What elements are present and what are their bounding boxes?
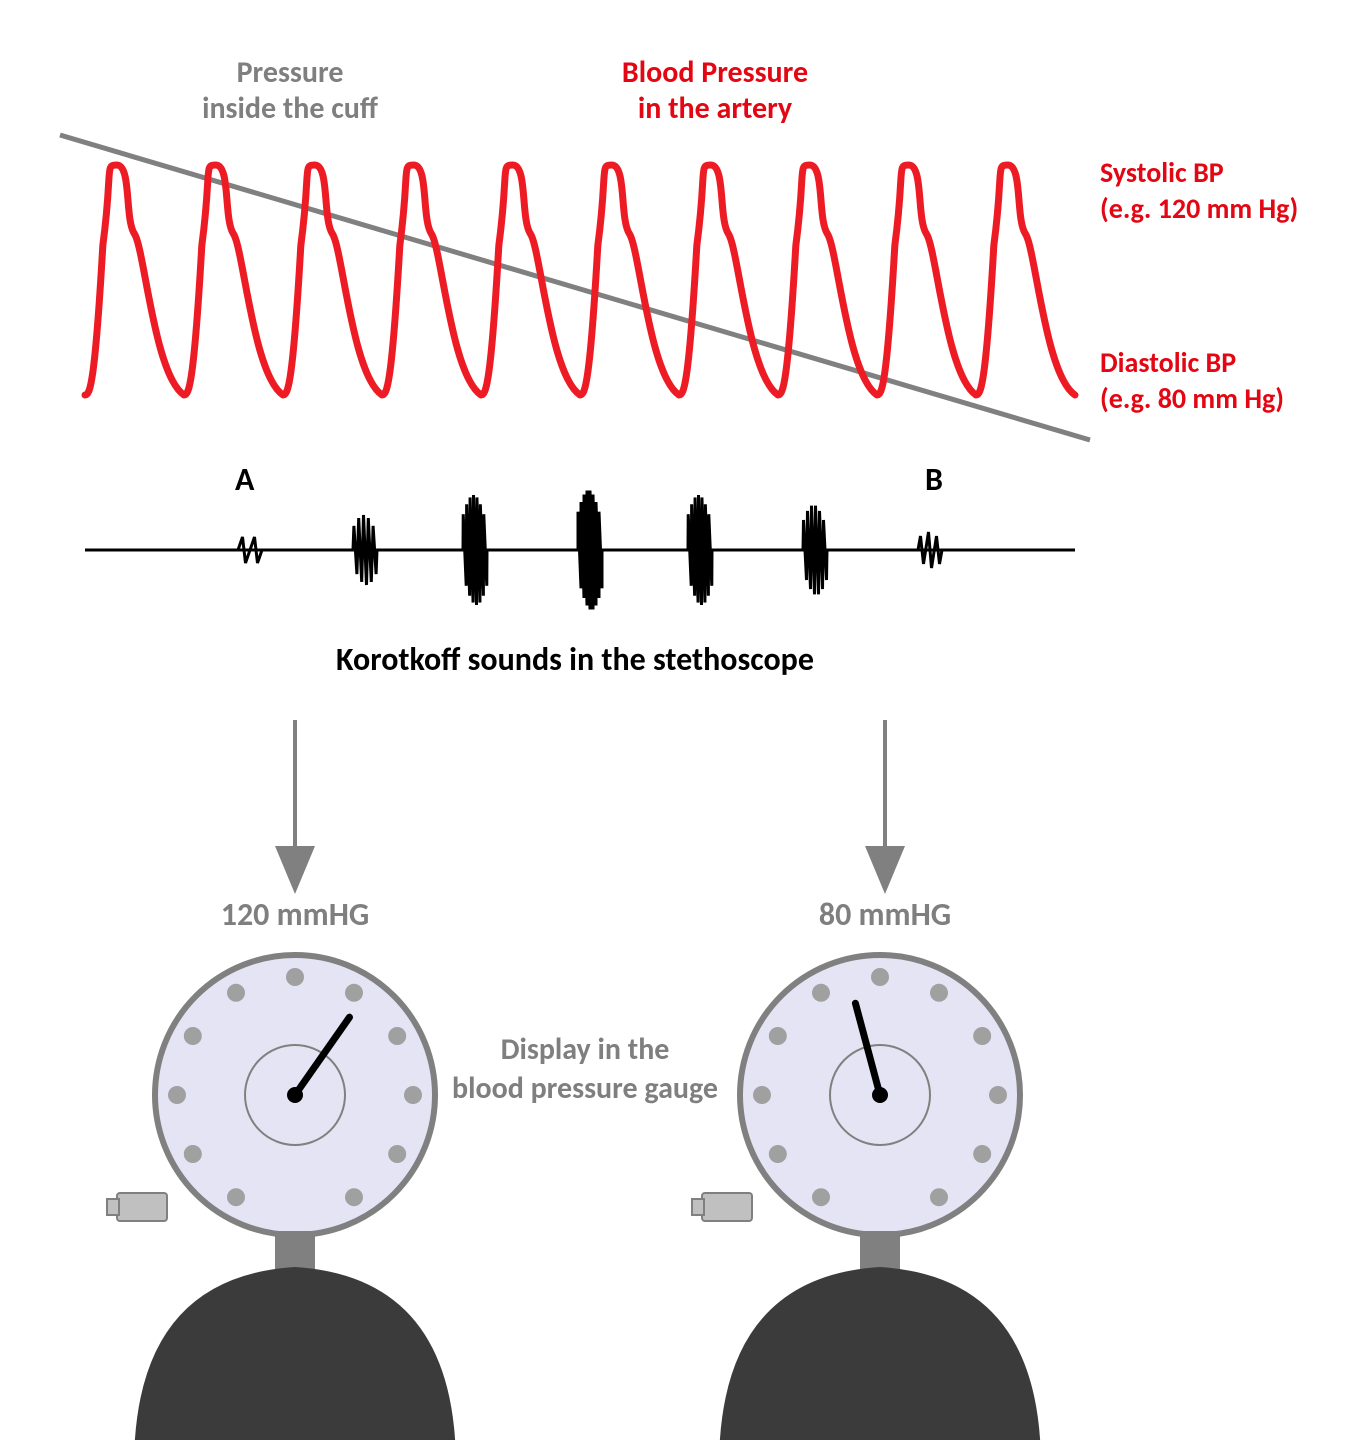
gauge-tick-dot xyxy=(812,1188,830,1206)
gauge-right-value: 80 mmHG xyxy=(785,895,985,934)
gauge-right xyxy=(692,955,1041,1440)
gauge-left-value: 120 mmHG xyxy=(195,895,395,934)
gauge-tick-dot xyxy=(168,1086,186,1104)
gauge-tick-dot xyxy=(930,984,948,1002)
gauge-bulb xyxy=(134,1267,456,1440)
gauge-bulb xyxy=(719,1267,1041,1440)
korotkoff-burst xyxy=(353,515,377,585)
korotkoff-burst xyxy=(463,495,487,605)
gauge-tick-dot xyxy=(388,1027,406,1045)
gauge-stem xyxy=(275,1231,315,1271)
diagram-root: Pressure inside the cuff Blood Pressure … xyxy=(0,0,1347,1440)
gauge-tick-dot xyxy=(227,1188,245,1206)
gauge-tick-dot xyxy=(184,1027,202,1045)
gauge-valve-knob xyxy=(692,1199,704,1215)
gauge-tick-dot xyxy=(812,984,830,1002)
gauge-left xyxy=(107,955,456,1440)
gauge-tick-dot xyxy=(769,1145,787,1163)
gauge-tick-dot xyxy=(227,984,245,1002)
gauge-tick-dot xyxy=(973,1027,991,1045)
gauge-hub xyxy=(872,1087,888,1103)
text: blood pressure gauge xyxy=(452,1070,718,1107)
gauge-tick-dot xyxy=(184,1145,202,1163)
gauge-tick-dot xyxy=(930,1188,948,1206)
gauge-tick-dot xyxy=(286,968,304,986)
gauge-valve xyxy=(117,1193,167,1221)
korotkoff-burst xyxy=(578,491,602,610)
gauge-valve xyxy=(702,1193,752,1221)
gauge-tick-dot xyxy=(871,968,889,986)
gauge-tick-dot xyxy=(769,1027,787,1045)
gauge-valve-knob xyxy=(107,1199,119,1215)
gauge-stem xyxy=(860,1231,900,1271)
marker-b: B xyxy=(925,460,943,499)
gauge-tick-dot xyxy=(345,1188,363,1206)
gauge-tick-dot xyxy=(345,984,363,1002)
marker-a: A xyxy=(235,460,254,499)
gauge-tick-dot xyxy=(404,1086,422,1104)
korotkoff-caption: Korotkoff sounds in the stethoscope xyxy=(275,640,875,679)
gauge-tick-dot xyxy=(989,1086,1007,1104)
text: Display in the xyxy=(501,1031,670,1068)
korotkoff-burst xyxy=(688,495,712,605)
gauge-tick-dot xyxy=(973,1145,991,1163)
main-svg xyxy=(0,0,1347,1440)
gauge-tick-dot xyxy=(388,1145,406,1163)
gauge-tick-dot xyxy=(753,1086,771,1104)
gauge-caption: Display in the blood pressure gauge xyxy=(435,1030,735,1108)
korotkoff-burst xyxy=(803,506,827,595)
arterial-waveform xyxy=(85,165,1075,395)
gauge-hub xyxy=(287,1087,303,1103)
korotkoff-burst xyxy=(918,532,942,568)
